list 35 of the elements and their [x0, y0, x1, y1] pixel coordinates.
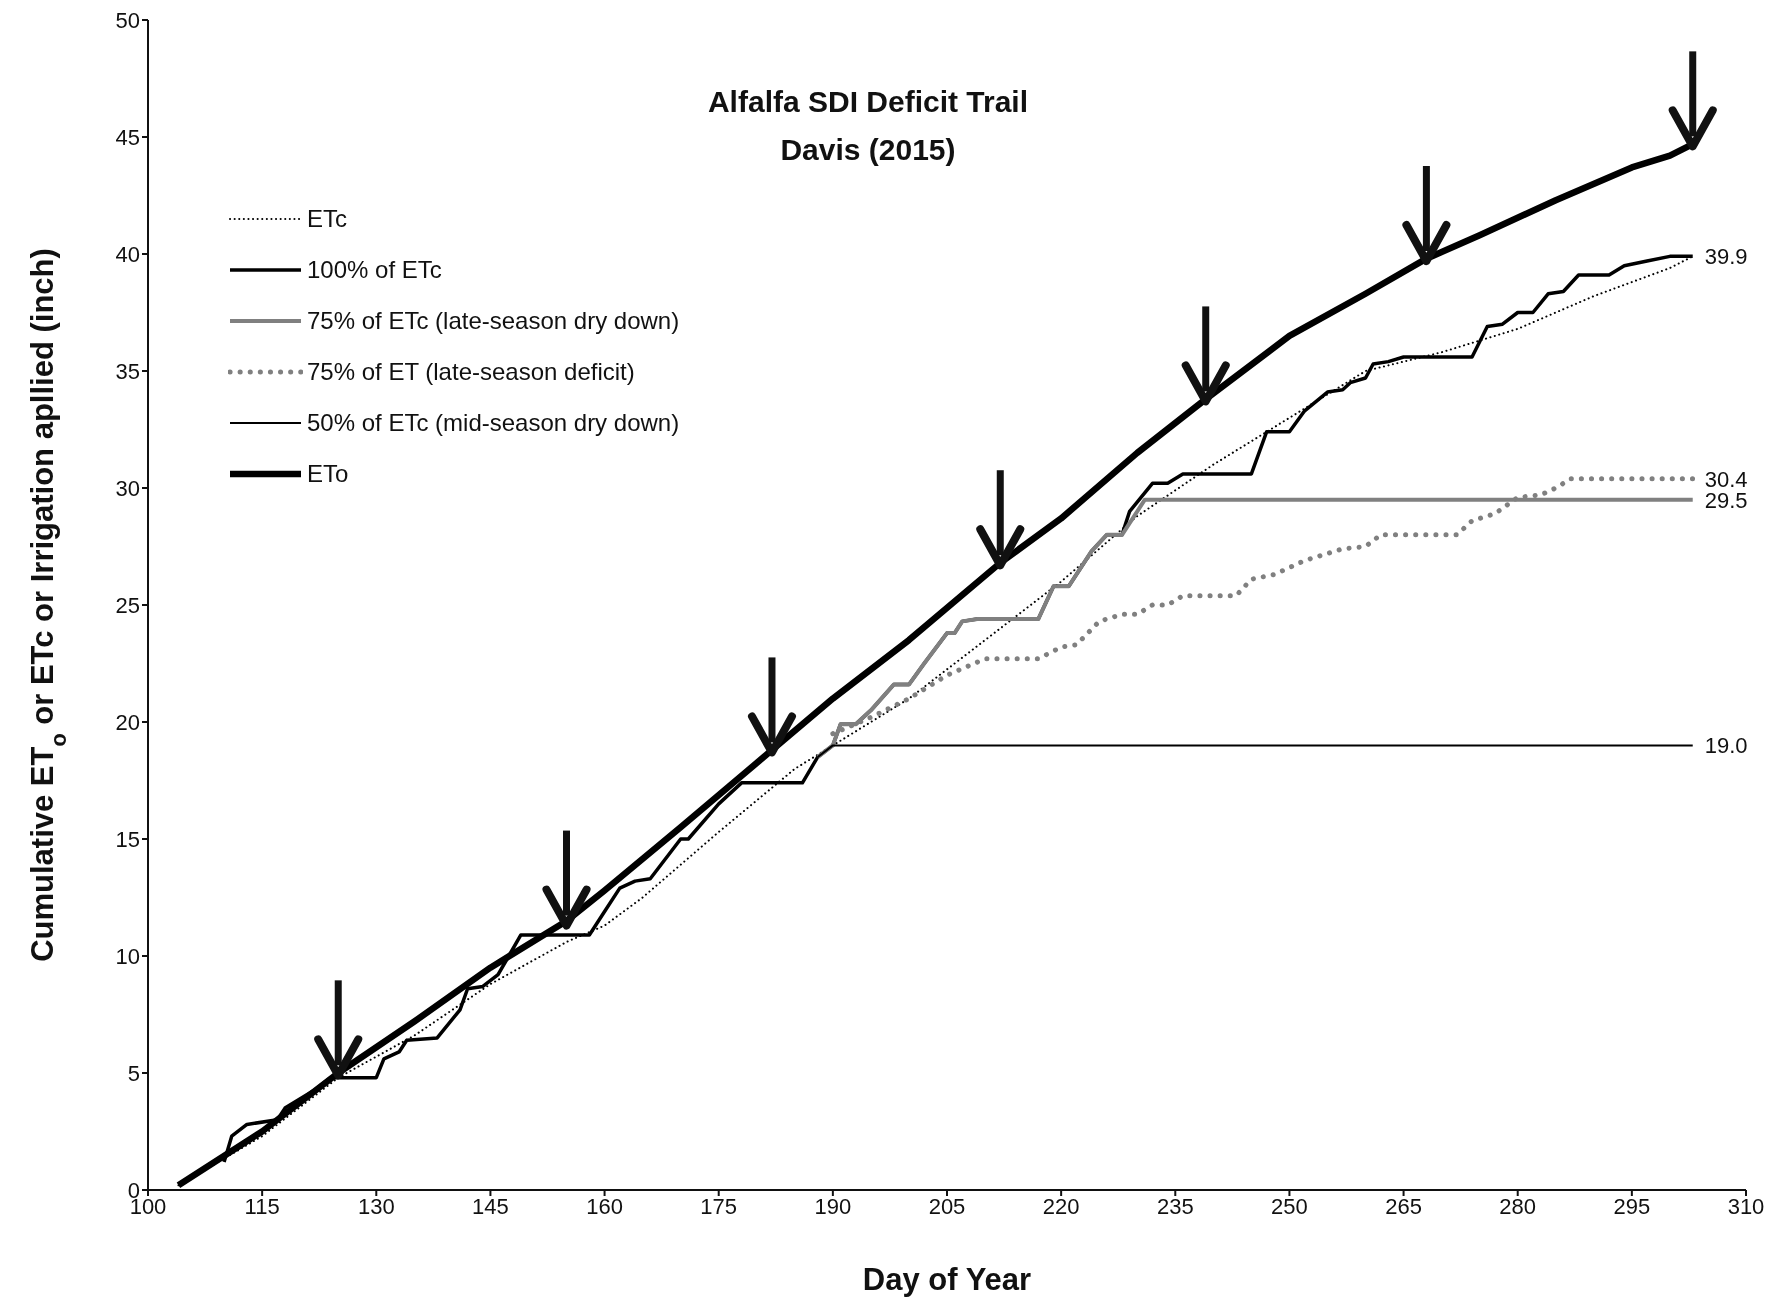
y-tick-label: 30: [115, 475, 140, 501]
x-axis-title: Day of Year: [862, 1262, 1032, 1297]
data-label: 19.0: [1704, 733, 1748, 759]
x-tick-label: 145: [472, 1193, 509, 1219]
x-tick-label: 130: [357, 1193, 395, 1219]
y-tick-label: 45: [115, 124, 140, 150]
legend-label: 50% of ETc (mid-season dry down): [307, 408, 680, 437]
legend-label: 75% of ET (late-season deficit): [307, 357, 635, 386]
text: Davis (2015): [779, 132, 957, 168]
x-tick-label: 205: [928, 1193, 966, 1219]
legend-label: 100% of ETc: [307, 255, 442, 284]
y-tick-label: 20: [115, 709, 140, 735]
y-tick-label: 35: [115, 358, 140, 384]
x-tick-label: 160: [586, 1193, 623, 1219]
x-tick-label: 190: [814, 1193, 852, 1219]
x-tick-label: 280: [1499, 1193, 1537, 1219]
y-tick-label: 50: [115, 7, 140, 33]
x-tick-label: 235: [1156, 1193, 1194, 1219]
x-tick-label: 250: [1271, 1193, 1308, 1219]
legend-label: ETc: [307, 204, 348, 233]
data-label: 39.9: [1704, 244, 1748, 270]
text: Alfalfa SDI Deficit Trail: [706, 84, 1030, 120]
y-tick-label: 10: [115, 943, 140, 969]
y-tick-label: 40: [115, 241, 140, 267]
x-tick-label: 220: [1042, 1193, 1080, 1219]
x-tick-label: 175: [700, 1193, 738, 1219]
x-tick-label: 115: [244, 1193, 280, 1219]
y-tick-label: 5: [127, 1060, 140, 1086]
y-tick-label: 15: [115, 826, 140, 852]
legend-label: 75% of ETc (late-season dry down): [307, 306, 680, 335]
x-tick-label: 265: [1385, 1193, 1422, 1219]
legend-label: ETo: [307, 459, 349, 488]
x-tick-label: 310: [1727, 1193, 1765, 1219]
x-tick-label: 295: [1613, 1193, 1651, 1219]
y-tick-label: 25: [115, 592, 140, 618]
